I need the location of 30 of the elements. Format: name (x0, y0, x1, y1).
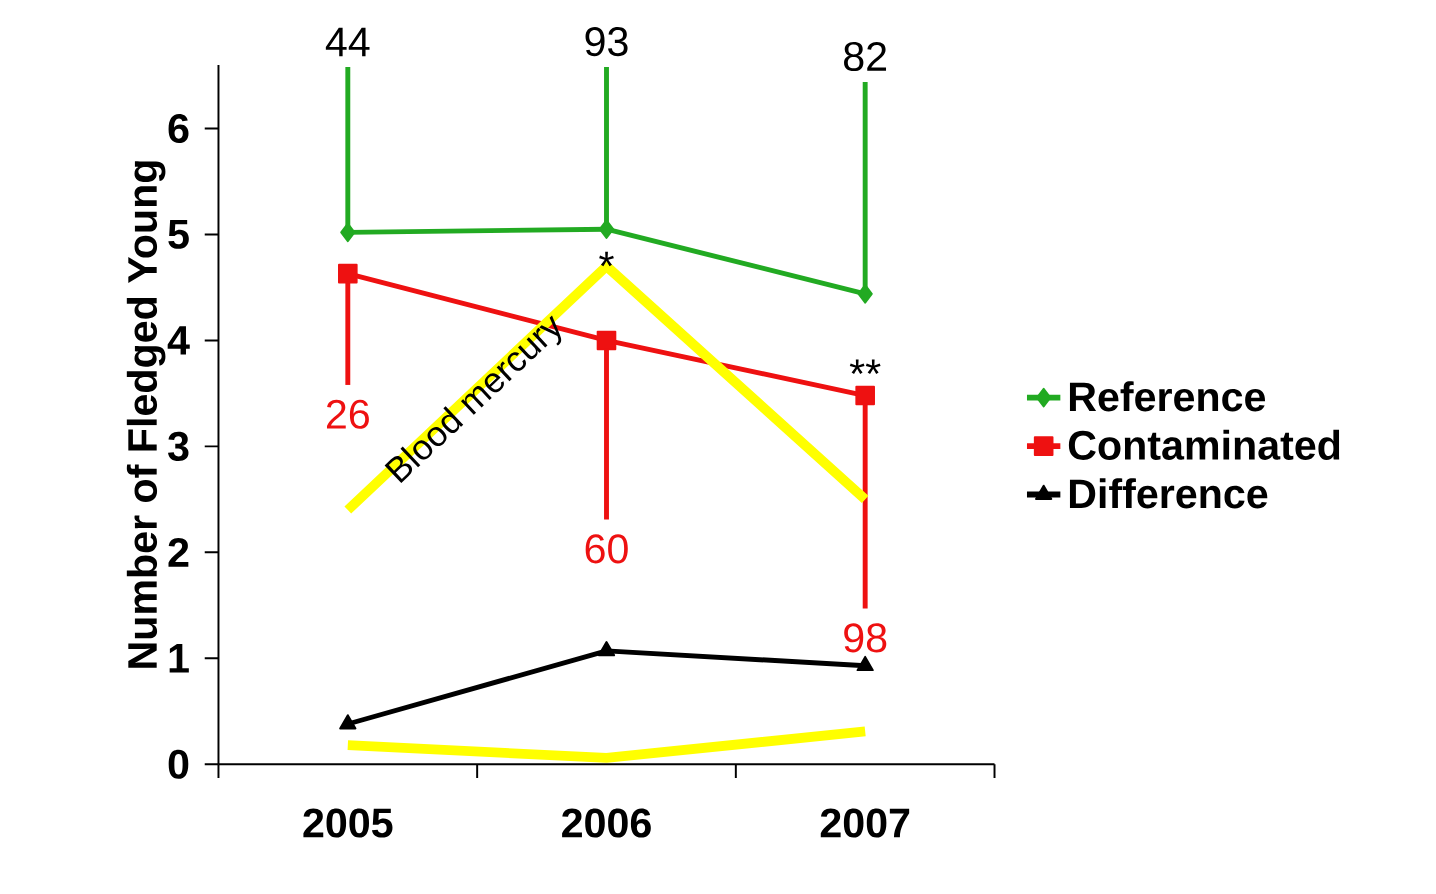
point (857, 284, 873, 304)
legend-label: Difference (1069, 478, 1268, 509)
annotation: 93 (585, 27, 628, 57)
annotation: 26 (326, 399, 369, 429)
x-tick-label: 2005 (303, 808, 393, 838)
y-axis-title: Number of Fledged Young (126, 161, 166, 668)
y-tick-label: 4 (167, 326, 190, 355)
annotation: 44 (325, 27, 370, 57)
point (598, 219, 615, 240)
y-tick-label: 6 (168, 114, 189, 144)
y-tick-label: 5 (168, 220, 189, 249)
annotation: ** (849, 359, 881, 375)
legend-label: Contaminated (1068, 429, 1340, 461)
annotation: 98 (844, 623, 887, 653)
x-tick-label: 2006 (562, 808, 651, 838)
annotation: 82 (844, 42, 887, 72)
y-tick-label: 2 (168, 538, 189, 567)
y-tick-label: 0 (168, 749, 189, 779)
y-tick-label: 3 (168, 431, 189, 462)
point (339, 714, 357, 730)
point (855, 385, 875, 406)
annotation: 60 (585, 534, 628, 564)
point (597, 641, 616, 657)
point (338, 263, 358, 284)
point (856, 656, 874, 672)
x-tick-label: 2007 (820, 808, 910, 838)
point (596, 330, 617, 351)
y-tick-label: 1 (169, 644, 189, 673)
legend-label: Reference (1069, 381, 1266, 412)
point (340, 222, 356, 243)
